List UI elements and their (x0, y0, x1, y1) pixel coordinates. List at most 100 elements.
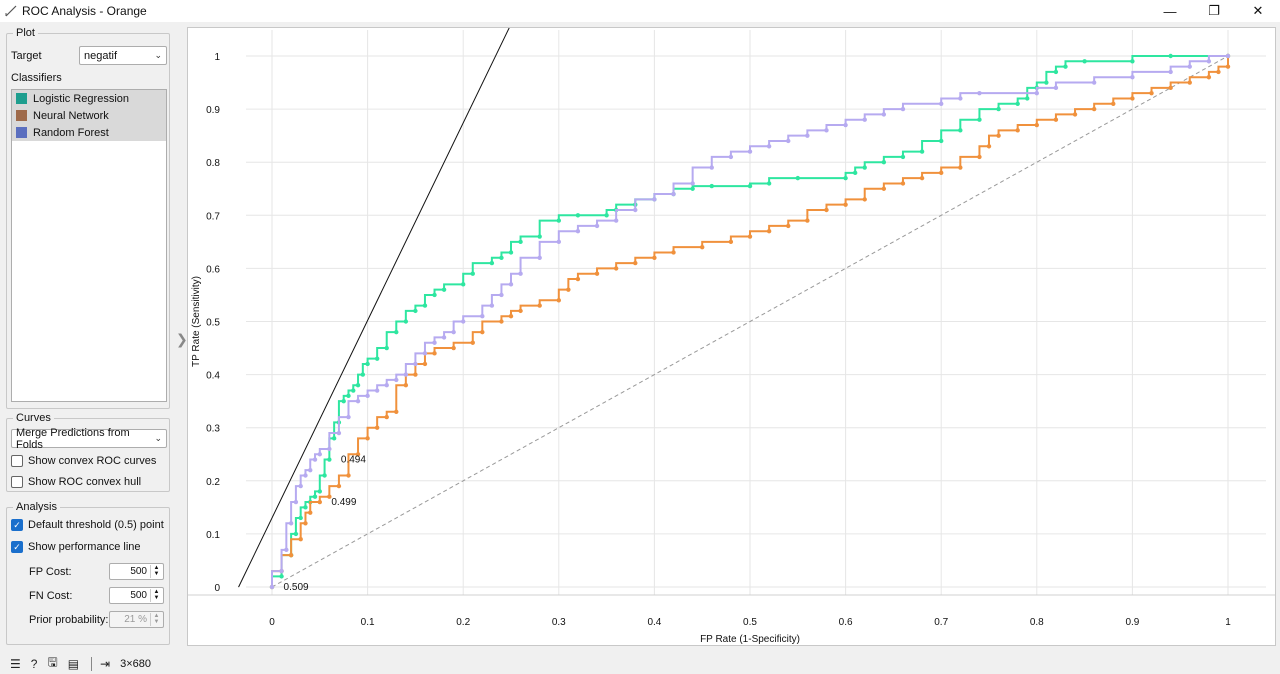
roc-point (939, 170, 944, 176)
restore-icon[interactable]: ❐ (1208, 3, 1220, 18)
roc-point (441, 287, 447, 292)
threshold-label: 0.509 (284, 582, 309, 593)
roc-point (394, 409, 399, 414)
color-swatch (16, 93, 27, 104)
list-item[interactable]: Logistic Regression (12, 90, 166, 107)
help-icon[interactable]: ? (30, 656, 38, 671)
curves-mode-value: Merge Predictions from Folds (16, 426, 130, 451)
target-select[interactable]: negatif ⌄ (79, 46, 167, 65)
curves-mode-select[interactable]: Merge Predictions from Folds ⌄ (11, 426, 167, 451)
roc-point (1053, 85, 1059, 91)
menu-icon[interactable]: ☰ (10, 656, 21, 671)
roc-point (518, 271, 523, 276)
x-tick-label: 0.2 (456, 617, 470, 628)
roc-point (355, 383, 361, 388)
roc-point (480, 313, 485, 319)
roc-point (374, 425, 380, 430)
fn-cost-label: FN Cost: (29, 590, 73, 602)
roc-point (786, 138, 791, 144)
roc-point (805, 133, 810, 138)
roc-point (824, 207, 829, 213)
roc-point (958, 96, 963, 101)
x-tick-label: 0.8 (1030, 617, 1044, 628)
roc-point (403, 383, 409, 388)
classifier-name: Logistic Regression (33, 92, 129, 105)
list-item[interactable]: Random Forest (12, 124, 166, 141)
roc-point (422, 303, 428, 308)
convex-hull-checkbox[interactable]: Show ROC convex hull (11, 476, 141, 488)
checkbox-box[interactable]: ✓ (11, 519, 23, 531)
roc-point (322, 473, 327, 478)
threshold-label: 0.494 (341, 455, 366, 466)
spin-arrows-icon[interactable]: ▲ ▼ (150, 613, 162, 626)
window-title: ROC Analysis - Orange (22, 4, 147, 18)
x-tick-label: 0 (269, 617, 275, 628)
x-axis-label: FP Rate (1-Specificity) (700, 634, 800, 645)
roc-point (1053, 69, 1059, 75)
y-tick-label: 0.3 (206, 424, 220, 435)
color-swatch (16, 127, 27, 138)
prior-probability-value: 21 % (124, 614, 147, 625)
checkbox-box[interactable] (11, 476, 23, 488)
roc-point (341, 398, 346, 404)
y-tick-label: 0.6 (206, 264, 220, 275)
analysis-group-title: Analysis (13, 501, 60, 513)
roc-point (351, 388, 356, 393)
roc-plot[interactable]: 0 0.1 0.2 0.3 0.4 0.5 0.6 0.7 0.8 0.9 1 0 0.1 0.2 0.3 0… (187, 27, 1276, 646)
roc-point (1063, 64, 1068, 69)
checkbox-box[interactable]: ✓ (11, 541, 23, 553)
roc-point (422, 351, 428, 356)
roc-point (1216, 69, 1221, 75)
report-icon[interactable]: ▤ (67, 656, 80, 671)
roc-point (556, 298, 561, 303)
roc-point (508, 313, 514, 319)
fn-cost-spinbox[interactable]: 500 ▲ ▼ (109, 587, 164, 604)
default-threshold-label: Default threshold (0.5) point (28, 519, 164, 531)
roc-point (308, 510, 313, 515)
roc-point (288, 521, 294, 526)
curves-group: Curves Merge Predictions from Folds ⌄ Sh… (6, 412, 170, 492)
y-tick-label: 0.9 (206, 105, 220, 116)
fp-cost-spinbox[interactable]: 500 ▲ ▼ (109, 563, 164, 580)
checkbox-box[interactable] (11, 455, 23, 467)
spin-arrows-icon[interactable]: ▲ ▼ (150, 589, 162, 602)
roc-point (986, 144, 992, 149)
save-icon[interactable]: 🖫 (47, 655, 58, 669)
roc-point (327, 446, 332, 452)
roc-point (537, 303, 542, 308)
close-icon[interactable]: ✕ (1252, 3, 1264, 18)
roc-point (518, 239, 523, 245)
fp-cost-label: FP Cost: (29, 566, 72, 578)
spin-arrows-icon[interactable]: ▲ ▼ (150, 565, 162, 578)
x-tick-label: 0.6 (839, 617, 853, 628)
list-item[interactable]: Neural Network (12, 107, 166, 124)
roc-point (977, 154, 982, 160)
minimize-icon[interactable]: — (1163, 3, 1177, 19)
roc-point (556, 218, 561, 223)
roc-point (1168, 85, 1173, 91)
y-tick-label: 0.2 (206, 477, 220, 488)
collapse-panel-icon[interactable]: ❯ (176, 331, 188, 347)
chevron-down-icon: ⌄ (154, 433, 162, 443)
roc-point (432, 292, 437, 298)
performance-line-checkbox[interactable]: ✓ Show performance line (11, 541, 141, 553)
roc-point (900, 106, 906, 112)
curves-group-title: Curves (13, 412, 54, 424)
roc-point (403, 372, 409, 377)
roc-point (881, 186, 887, 191)
roc-point (365, 436, 370, 441)
y-tick-label: 0.1 (206, 530, 220, 541)
roc-point (652, 255, 657, 260)
roc-point (900, 154, 906, 160)
roc-point (489, 260, 495, 266)
prior-probability-spinbox[interactable]: 21 % ▲ ▼ (109, 611, 164, 628)
classifiers-list[interactable]: Logistic Regression Neural Network Rando… (11, 89, 167, 402)
roc-point (1034, 122, 1039, 128)
roc-point (728, 154, 734, 160)
convex-curves-checkbox[interactable]: Show convex ROC curves (11, 455, 156, 467)
roc-point (700, 244, 705, 250)
roc-point (805, 218, 810, 223)
default-threshold-checkbox[interactable]: ✓ Default threshold (0.5) point (11, 519, 164, 531)
x-tick-label: 1 (1225, 617, 1231, 628)
roc-point (862, 197, 867, 202)
